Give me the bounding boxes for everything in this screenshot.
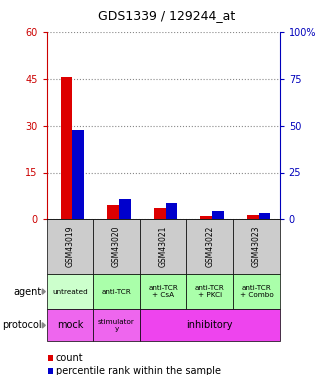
Bar: [233, 219, 280, 274]
Polygon shape: [42, 322, 45, 328]
Bar: [186, 219, 233, 274]
Text: anti-TCR
+ PKCi: anti-TCR + PKCi: [195, 285, 225, 298]
Text: GSM43022: GSM43022: [205, 226, 214, 267]
Bar: [247, 214, 259, 219]
Bar: [61, 77, 72, 219]
Bar: [107, 206, 119, 219]
Text: GSM43021: GSM43021: [159, 226, 168, 267]
Bar: [140, 274, 186, 309]
Text: GDS1339 / 129244_at: GDS1339 / 129244_at: [98, 9, 235, 22]
Bar: [140, 309, 280, 341]
Bar: [186, 274, 233, 309]
Text: inhibitory: inhibitory: [186, 320, 233, 330]
Bar: [166, 203, 177, 219]
Bar: [93, 309, 140, 341]
Text: anti-TCR
+ CsA: anti-TCR + CsA: [148, 285, 178, 298]
Text: GSM43020: GSM43020: [112, 226, 121, 267]
Bar: [140, 219, 186, 274]
Text: GSM43023: GSM43023: [252, 226, 261, 267]
Bar: [119, 199, 131, 219]
Bar: [200, 216, 212, 219]
Text: anti-TCR: anti-TCR: [102, 289, 132, 295]
Text: GSM43019: GSM43019: [65, 226, 75, 267]
Bar: [72, 130, 84, 219]
Polygon shape: [42, 289, 45, 294]
Text: percentile rank within the sample: percentile rank within the sample: [56, 366, 221, 375]
Text: untreated: untreated: [52, 289, 88, 295]
Bar: [93, 274, 140, 309]
Text: protocol: protocol: [2, 320, 42, 330]
Bar: [47, 309, 93, 341]
Text: count: count: [56, 353, 84, 363]
Bar: [259, 213, 270, 219]
Text: stimulator
y: stimulator y: [98, 319, 135, 332]
Bar: [93, 219, 140, 274]
Bar: [47, 219, 93, 274]
Text: anti-TCR
+ Combo: anti-TCR + Combo: [239, 285, 273, 298]
Bar: [47, 274, 93, 309]
Bar: [48, 368, 53, 374]
Bar: [233, 274, 280, 309]
Bar: [48, 356, 53, 361]
Bar: [154, 209, 166, 219]
Text: mock: mock: [57, 320, 83, 330]
Bar: [212, 211, 224, 219]
Text: agent: agent: [13, 286, 42, 297]
